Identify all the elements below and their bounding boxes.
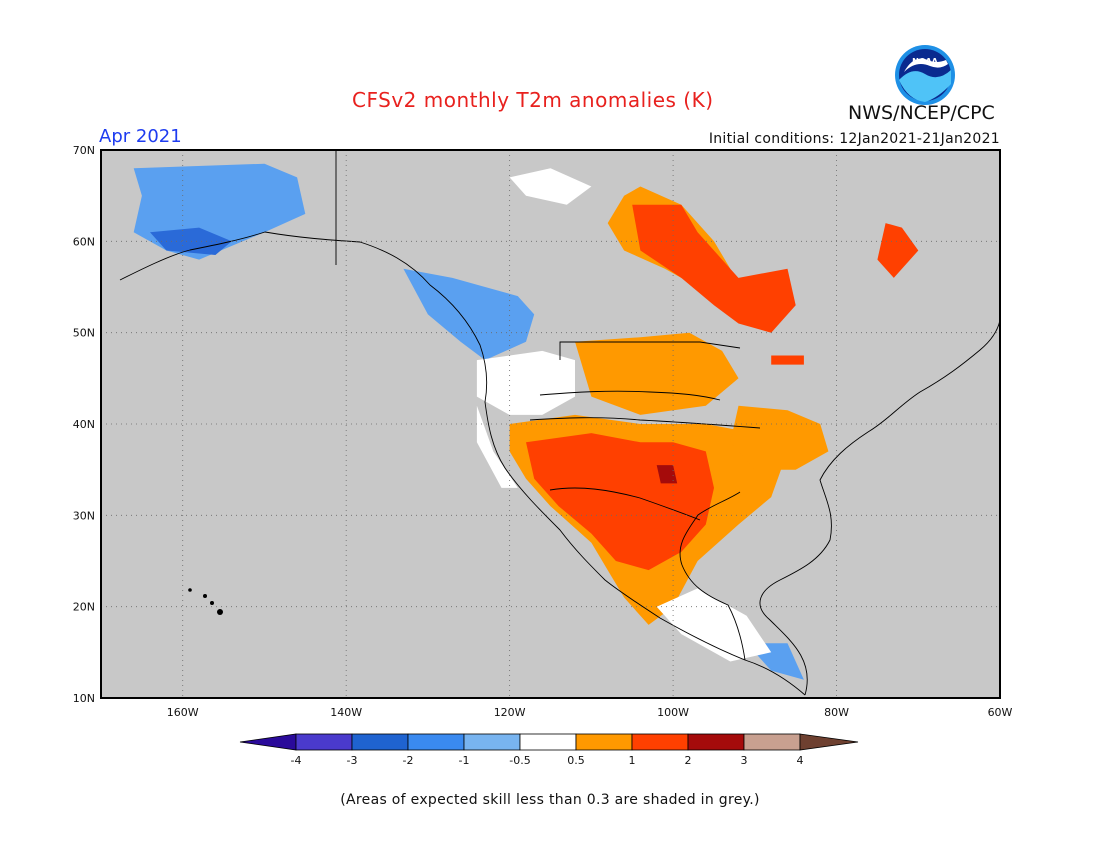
colorbar-left-arrow	[239, 733, 297, 751]
colorbar-box	[463, 733, 521, 751]
region-north-canada-near-normal	[509, 168, 592, 205]
region-west-near-normal	[476, 350, 575, 415]
patch-baja-near-normal	[476, 405, 518, 488]
colorbar-box	[519, 733, 577, 751]
region-ohio-valley-warm	[730, 405, 829, 470]
region-alaska-southwest	[150, 227, 232, 255]
colorbar-label: -1	[459, 754, 470, 767]
colorbar-label: -4	[291, 754, 302, 767]
colorbar: -4 -3 -2 -1 -0.5 0.5 1 2 3 4	[239, 733, 859, 767]
region-quebec-warm	[877, 223, 919, 278]
colorbar-label: -3	[347, 754, 358, 767]
lon-label: 160W	[167, 706, 199, 719]
lon-label: 140W	[330, 706, 362, 719]
lon-label: 120W	[494, 706, 526, 719]
colorbar-box	[351, 733, 409, 751]
lat-label: 40N	[73, 418, 95, 431]
colorbar-label: 4	[797, 754, 804, 767]
lon-label: 100W	[657, 706, 689, 719]
patch-yucatan-near-normal	[656, 588, 772, 662]
lat-label: 20N	[73, 601, 95, 614]
colorbar-box	[295, 733, 353, 751]
skill-footnote: (Areas of expected skill less than 0.3 a…	[340, 792, 760, 808]
region-great-lakes-warm	[771, 355, 804, 365]
colorbar-box	[743, 733, 801, 751]
latitude-labels: 70N 60N 50N 40N 30N 20N 10N	[73, 144, 95, 705]
longitude-labels: 160W 140W 120W 100W 80W 60W	[167, 706, 1013, 719]
colorbar-box	[631, 733, 689, 751]
region-texas-hotspot	[656, 465, 678, 484]
near-normal-patches	[476, 405, 772, 662]
region-ontario-warm	[738, 268, 796, 333]
colorbar-box	[407, 733, 465, 751]
lat-label: 10N	[73, 692, 95, 705]
anomaly-regions	[133, 163, 919, 680]
lat-label: 60N	[73, 235, 95, 248]
lon-label: 60W	[988, 706, 1013, 719]
colorbar-label: -0.5	[509, 754, 530, 767]
lat-label: 70N	[73, 144, 95, 157]
lat-label: 30N	[73, 509, 95, 522]
islands	[188, 588, 223, 615]
logo-text: NOAA	[912, 57, 938, 66]
colorbar-label: 2	[685, 754, 692, 767]
colorbar-right-arrow	[799, 733, 859, 751]
forecast-period: Apr 2021	[99, 126, 182, 147]
lon-label: 80W	[824, 706, 849, 719]
coastlines	[119, 150, 1000, 696]
initial-conditions: Initial conditions: 12Jan2021-21Jan2021	[708, 131, 1000, 147]
colorbar-label: 0.5	[567, 754, 585, 767]
organization-label: NWS/NCEP/CPC	[848, 102, 995, 124]
chart-title: CFSv2 monthly T2m anomalies (K)	[352, 88, 714, 112]
map-frame	[100, 149, 1001, 699]
lat-label: 50N	[73, 327, 95, 340]
noaa-logo: NOAA	[895, 45, 955, 105]
region-northern-plains-warm	[575, 332, 739, 415]
colorbar-box	[575, 733, 633, 751]
colorbar-label: -2	[403, 754, 414, 767]
colorbar-label: 3	[741, 754, 748, 767]
colorbar-box	[687, 733, 745, 751]
region-pacific-northwest-cool	[403, 268, 535, 361]
colorbar-label: 1	[629, 754, 636, 767]
region-hudson-bay-west-warm	[632, 204, 763, 324]
